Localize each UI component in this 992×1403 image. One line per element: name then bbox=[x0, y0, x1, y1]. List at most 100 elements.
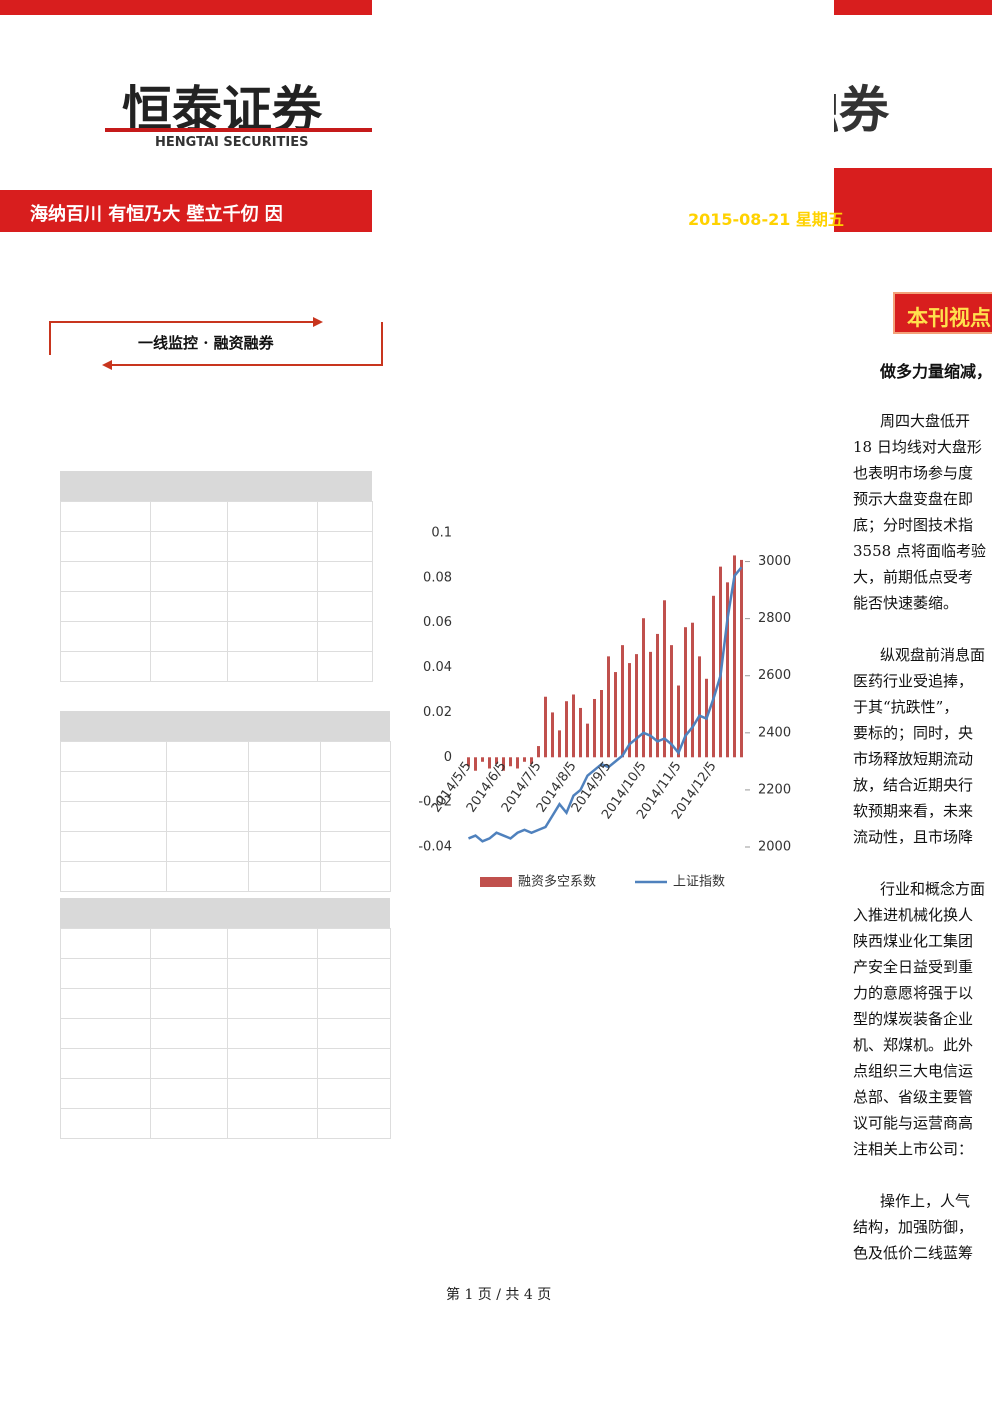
table-cell bbox=[60, 831, 167, 862]
text-line: 也表明市场参与度 bbox=[853, 464, 974, 482]
table-cell bbox=[317, 1018, 391, 1049]
table-cell bbox=[150, 531, 228, 562]
table-cell bbox=[150, 958, 228, 989]
y-tick-label: 0 bbox=[444, 750, 452, 765]
bar bbox=[593, 698, 596, 758]
bar bbox=[656, 633, 659, 758]
bar bbox=[467, 757, 470, 767]
bar bbox=[495, 757, 498, 765]
text-line: 大，前期低点受考 bbox=[853, 568, 974, 586]
table-cell bbox=[227, 1078, 318, 1109]
y2-tick-label: 2600 bbox=[758, 668, 791, 683]
table-cell bbox=[227, 621, 318, 652]
text-line: 总部、省级主要管 bbox=[853, 1088, 974, 1106]
table-cell bbox=[60, 1048, 151, 1079]
bar bbox=[719, 566, 722, 758]
table-cell bbox=[248, 771, 321, 802]
table-cell bbox=[227, 591, 318, 622]
bar bbox=[586, 723, 589, 758]
table-cell bbox=[60, 741, 167, 772]
bar bbox=[523, 757, 526, 762]
text-line: 能否快速萎缩。 bbox=[853, 594, 959, 612]
table-cell bbox=[60, 928, 151, 959]
bar bbox=[635, 654, 638, 758]
chart: -0.04 -0.02 0 0.02 0.04 0.06 0.08 0.1 2000 2200 24… bbox=[418, 526, 791, 890]
table-cell bbox=[150, 651, 228, 682]
table-cell bbox=[60, 1018, 151, 1049]
y2-tick-label: 2200 bbox=[758, 782, 791, 797]
text-line: 产安全日益受到重 bbox=[853, 958, 974, 976]
table-cell bbox=[150, 591, 228, 622]
y2-tick-label: 2400 bbox=[758, 725, 791, 740]
table-cell bbox=[60, 501, 151, 532]
top-bar bbox=[834, 0, 992, 15]
table-cell bbox=[60, 958, 151, 989]
table-cell bbox=[166, 741, 249, 772]
y-tick-label: 0.08 bbox=[423, 570, 452, 585]
y-tick-label: 0.06 bbox=[423, 615, 452, 630]
table-cell bbox=[227, 928, 318, 959]
table-cell bbox=[150, 1108, 228, 1139]
text-line: 医药行业受追捧， bbox=[853, 672, 974, 690]
logo-en: HENGTAI SECURITIES bbox=[155, 135, 309, 150]
legend-label: 融资多空系数 bbox=[518, 874, 596, 890]
table-cell bbox=[320, 801, 391, 832]
table-cell bbox=[166, 831, 249, 862]
y-tick-label: 0.1 bbox=[431, 526, 452, 541]
legend-swatch bbox=[480, 877, 512, 887]
legend-label: 上证指数 bbox=[673, 875, 725, 890]
bar bbox=[614, 672, 617, 758]
bar bbox=[691, 622, 694, 758]
right-band bbox=[834, 168, 992, 232]
headline: 做多力量缩减， bbox=[880, 362, 992, 381]
text-line: 18 日均线对大盘形 bbox=[853, 438, 982, 456]
bar bbox=[670, 645, 673, 758]
text-line: 要标的；同时，央 bbox=[853, 724, 974, 742]
bar bbox=[621, 645, 624, 758]
text-line: 结构，加强防御， bbox=[853, 1218, 974, 1236]
bar bbox=[663, 600, 666, 758]
table-cell bbox=[248, 861, 321, 892]
bar bbox=[649, 651, 652, 758]
table-cell bbox=[227, 501, 318, 532]
table-cell bbox=[60, 988, 151, 1019]
table-cell bbox=[227, 651, 318, 682]
table-cell bbox=[227, 988, 318, 1019]
table-cell bbox=[150, 1048, 228, 1079]
line bbox=[468, 566, 743, 843]
table-cell bbox=[248, 741, 321, 772]
table-cell bbox=[60, 1078, 151, 1109]
table-cell bbox=[317, 1108, 391, 1139]
table-header bbox=[60, 471, 372, 501]
table-cell bbox=[60, 591, 151, 622]
table-cell bbox=[227, 561, 318, 592]
text-line: 周四大盘低开 bbox=[880, 412, 971, 430]
table-cell bbox=[60, 651, 151, 682]
table-header bbox=[60, 711, 390, 741]
text-line: 力的意愿将强于以 bbox=[853, 984, 974, 1002]
table-cell bbox=[150, 1078, 228, 1109]
bar bbox=[712, 595, 715, 758]
bar bbox=[558, 730, 561, 758]
text-line: 议可能与运营商高 bbox=[853, 1114, 974, 1132]
table-cell bbox=[60, 801, 167, 832]
bar bbox=[677, 685, 680, 758]
bar bbox=[572, 694, 575, 758]
bar bbox=[684, 627, 687, 758]
table-cell bbox=[317, 531, 373, 562]
table-cell bbox=[248, 801, 321, 832]
text-line: 行业和概念方面 bbox=[880, 880, 986, 898]
box-frame bbox=[49, 317, 383, 370]
table-cell bbox=[227, 1048, 318, 1079]
text-line: 点组织三大电信运 bbox=[853, 1062, 974, 1080]
bar bbox=[488, 757, 491, 769]
table-cell bbox=[320, 831, 391, 862]
y2-tick-label: 2800 bbox=[758, 611, 791, 626]
text-line: 3558 点将面临考验 bbox=[853, 542, 986, 560]
bar bbox=[733, 555, 736, 758]
y2-tick-label: 2000 bbox=[758, 840, 791, 855]
bar bbox=[530, 757, 533, 765]
text-line: 市场释放短期流动 bbox=[853, 750, 974, 768]
text-line: 于其“抗跌性”， bbox=[853, 698, 959, 716]
